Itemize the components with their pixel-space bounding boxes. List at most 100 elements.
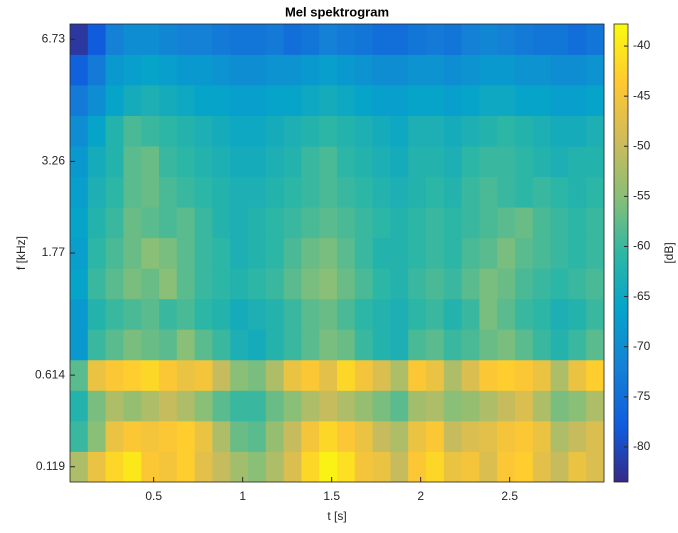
heatmap-cell bbox=[283, 85, 302, 116]
heatmap-cell bbox=[354, 451, 373, 483]
colorbar-tick-label: -60 bbox=[633, 239, 651, 253]
x-tick-label: 2 bbox=[417, 489, 424, 503]
heatmap-cell bbox=[301, 390, 320, 422]
heatmap-cell bbox=[194, 146, 213, 178]
heatmap-cell bbox=[123, 115, 142, 147]
heatmap-cell bbox=[479, 390, 498, 422]
colorbar bbox=[613, 23, 629, 483]
heatmap-cell bbox=[515, 390, 534, 422]
heatmap-cell bbox=[123, 298, 142, 330]
heatmap-cell bbox=[461, 146, 480, 178]
heatmap-cell bbox=[461, 24, 480, 55]
heatmap-cell bbox=[159, 329, 178, 361]
heatmap-cell bbox=[497, 207, 516, 239]
heatmap-cell bbox=[70, 85, 89, 116]
heatmap-cell bbox=[212, 24, 231, 55]
heatmap-cell bbox=[337, 451, 356, 483]
heatmap-cell bbox=[301, 24, 320, 55]
heatmap-cell bbox=[497, 420, 516, 452]
heatmap-cell bbox=[265, 329, 284, 361]
heatmap-cell bbox=[87, 420, 106, 452]
colorbar-tick-label: -45 bbox=[633, 88, 651, 102]
heatmap-cell bbox=[337, 146, 356, 178]
heatmap-cell bbox=[426, 207, 445, 239]
heatmap-cell bbox=[515, 85, 534, 116]
heatmap-cell bbox=[408, 237, 427, 269]
heatmap-cell bbox=[141, 451, 160, 483]
heatmap-cell bbox=[123, 420, 142, 452]
heatmap-cell bbox=[479, 176, 498, 208]
heatmap-cell bbox=[532, 146, 551, 178]
heatmap-cell bbox=[212, 390, 231, 422]
heatmap-cell bbox=[123, 390, 142, 422]
heatmap-cell bbox=[479, 54, 498, 86]
heatmap-cell bbox=[515, 329, 534, 361]
heatmap-cell bbox=[515, 237, 534, 269]
heatmap-cell bbox=[426, 146, 445, 178]
heatmap-cell bbox=[354, 237, 373, 269]
heatmap-cell bbox=[461, 329, 480, 361]
heatmap-cell bbox=[319, 451, 338, 483]
heatmap-cell bbox=[194, 207, 213, 239]
heatmap-cell bbox=[337, 85, 356, 116]
heatmap-cell bbox=[176, 420, 195, 452]
heatmap-cell bbox=[283, 329, 302, 361]
heatmap-cell bbox=[337, 115, 356, 147]
heatmap-cell bbox=[461, 54, 480, 86]
heatmap-cell bbox=[283, 24, 302, 55]
heatmap-cell bbox=[497, 451, 516, 483]
heatmap-cell bbox=[568, 146, 587, 178]
heatmap-cell bbox=[70, 24, 89, 55]
heatmap-cell bbox=[123, 329, 142, 361]
heatmap-cell bbox=[497, 54, 516, 86]
heatmap-cell bbox=[319, 237, 338, 269]
heatmap-cell bbox=[301, 237, 320, 269]
heatmap-cell bbox=[461, 268, 480, 300]
heatmap-cell bbox=[372, 146, 391, 178]
heatmap-cell bbox=[176, 237, 195, 269]
heatmap-cell bbox=[586, 298, 605, 330]
heatmap-cell bbox=[230, 24, 249, 55]
heatmap-cell bbox=[194, 359, 213, 391]
heatmap-cell bbox=[319, 207, 338, 239]
heatmap-cell bbox=[532, 176, 551, 208]
heatmap-cell bbox=[301, 85, 320, 116]
heatmap-cell bbox=[568, 237, 587, 269]
y-tick-label: 0.119 bbox=[36, 459, 65, 473]
heatmap-cell bbox=[568, 54, 587, 86]
heatmap-cell bbox=[479, 268, 498, 300]
heatmap-cell bbox=[461, 420, 480, 452]
heatmap-cell bbox=[319, 85, 338, 116]
heatmap-cell bbox=[141, 237, 160, 269]
heatmap-cell bbox=[87, 359, 106, 391]
heatmap-cell bbox=[159, 390, 178, 422]
heatmap-cell bbox=[212, 359, 231, 391]
heatmap-cell bbox=[248, 85, 267, 116]
heatmap-cell bbox=[461, 176, 480, 208]
heatmap-cell bbox=[105, 268, 124, 300]
heatmap-cell bbox=[586, 207, 605, 239]
heatmap-cell bbox=[194, 420, 213, 452]
heatmap-cell bbox=[532, 237, 551, 269]
heatmap-cell bbox=[176, 54, 195, 86]
heatmap-cell bbox=[265, 390, 284, 422]
heatmap-cell bbox=[194, 24, 213, 55]
heatmap-cell bbox=[123, 146, 142, 178]
heatmap-cell bbox=[390, 359, 409, 391]
heatmap-cell bbox=[248, 146, 267, 178]
heatmap-cell bbox=[159, 54, 178, 86]
heatmap-cell bbox=[337, 268, 356, 300]
heatmap-cell bbox=[443, 24, 462, 55]
heatmap-cell bbox=[532, 268, 551, 300]
heatmap-cell bbox=[390, 85, 409, 116]
heatmap-cell bbox=[265, 115, 284, 147]
heatmap-cell bbox=[87, 176, 106, 208]
heatmap-cell bbox=[479, 359, 498, 391]
heatmap-cell bbox=[194, 54, 213, 86]
heatmap-cell bbox=[141, 24, 160, 55]
heatmap-cell bbox=[390, 146, 409, 178]
heatmap-cell bbox=[337, 298, 356, 330]
heatmap-cell bbox=[497, 115, 516, 147]
heatmap-cell bbox=[105, 146, 124, 178]
heatmap-cell bbox=[283, 54, 302, 86]
